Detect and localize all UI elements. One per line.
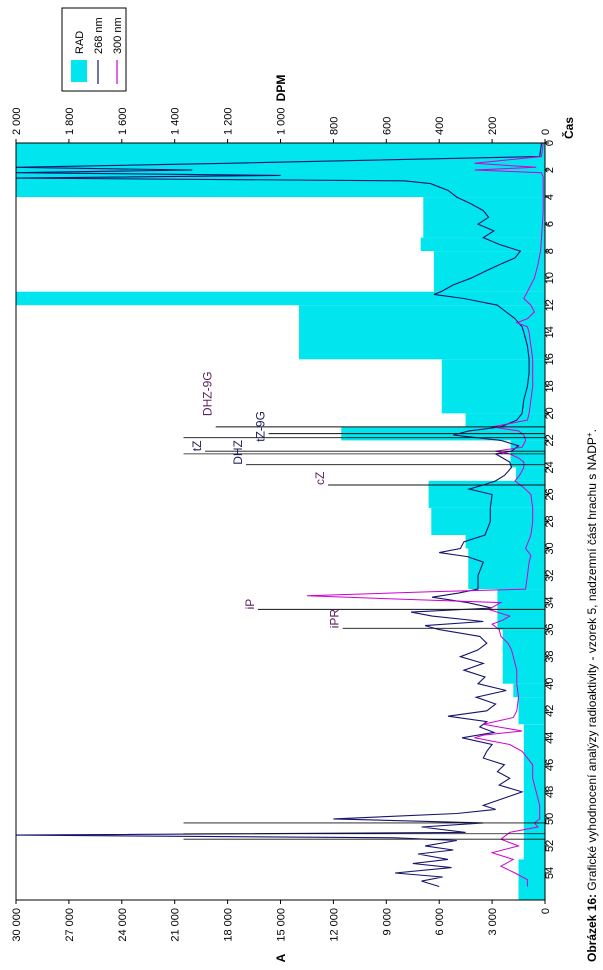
dpm-tick-label-8: 1 600: [117, 107, 129, 135]
dpm-tick-label-0: 0: [540, 129, 552, 135]
axis-layer: 0246810121416182022242628303234363840424…: [11, 75, 576, 963]
dpm-axis-label: DPM: [274, 75, 288, 102]
caption: Obrázek 16: Grafické vyhodnocení analýzy…: [585, 429, 600, 962]
dpm-tick-label-9: 1 800: [64, 107, 76, 135]
time-tick-label-9: 18: [544, 380, 556, 392]
time-tick-label-27: 54: [544, 867, 556, 879]
rad-bar-18: [518, 697, 545, 725]
time-tick-label-0: 0: [544, 140, 556, 146]
caption-superscript: +: [585, 432, 594, 437]
time-tick-label-8: 16: [544, 353, 556, 365]
legend: RAD 268 nm 300 nm: [61, 7, 127, 92]
peak-label-6: iPR: [328, 609, 342, 629]
figure-caption: Obrázek 16: Grafické vyhodnocení analýzy…: [585, 429, 600, 962]
dpm-tick-label-6: 1 200: [223, 107, 235, 135]
time-tick-label-10: 20: [544, 407, 556, 419]
time-tick-label-13: 26: [544, 488, 556, 500]
time-tick-label-19: 38: [544, 651, 556, 663]
caption-label: Obrázek 16:: [585, 894, 599, 962]
time-tick-label-23: 46: [544, 759, 556, 771]
peak-label-0: DHZ-9G: [201, 371, 215, 416]
rad-bar-3: [433, 251, 545, 292]
series-line-268-nm: [15, 142, 543, 888]
rad-bar-13: [465, 535, 545, 549]
peak-label-3: tZ: [190, 441, 204, 452]
time-tick-label-6: 12: [544, 299, 556, 311]
time-tick-label-20: 40: [544, 678, 556, 690]
dpm-tick-label-10: 2 000: [11, 107, 23, 135]
time-tick-label-1: 2: [544, 167, 556, 173]
a-axis-label: A: [274, 953, 288, 962]
dpm-tick-label-5: 1 000: [276, 107, 288, 135]
rad-bar-1: [423, 197, 545, 238]
rad-bar-4: [16, 291, 545, 306]
peak-label-1: tZ-9G: [254, 411, 268, 442]
dpm-tick-label-3: 600: [381, 117, 393, 135]
a-tick-label-7: 21 000: [170, 908, 182, 942]
time-tick-label-2: 4: [544, 194, 556, 200]
legend-label-1: 268 nm: [93, 17, 105, 54]
rad-bar-5: [299, 305, 545, 360]
rad-bar-17: [513, 683, 545, 698]
time-tick-label-22: 44: [544, 732, 556, 744]
a-tick-label-5: 15 000: [276, 908, 288, 942]
time-axis-label: Čas: [561, 117, 576, 139]
a-tick-label-6: 18 000: [223, 908, 235, 942]
time-tick-label-18: 36: [544, 624, 556, 636]
time-tick-label-4: 8: [544, 248, 556, 254]
time-tick-label-3: 6: [544, 221, 556, 227]
caption-end: .: [585, 429, 599, 432]
dpm-tick-label-2: 400: [434, 117, 446, 135]
time-tick-label-16: 32: [544, 569, 556, 581]
dpm-tick-label-7: 1 400: [170, 107, 182, 135]
time-tick-label-12: 24: [544, 461, 556, 473]
rad-bar-0: [16, 143, 545, 198]
time-tick-label-21: 42: [544, 705, 556, 717]
dpm-tick-label-1: 200: [487, 117, 499, 135]
legend-swatch-0: [71, 60, 87, 82]
legend-label-2: 300 nm: [112, 17, 124, 54]
rad-bar-2: [420, 237, 545, 252]
time-tick-label-24: 48: [544, 786, 556, 798]
a-tick-label-10: 30 000: [11, 908, 23, 942]
time-tick-label-7: 14: [544, 326, 556, 338]
a-tick-label-3: 9 000: [381, 908, 393, 936]
peak-label-4: cZ: [313, 472, 327, 485]
peak-label-2: DHZ: [231, 440, 245, 465]
time-tick-label-11: 22: [544, 434, 556, 446]
series-line-300-nm: [306, 142, 544, 887]
time-tick-label-26: 52: [544, 840, 556, 852]
a-tick-label-4: 12 000: [328, 908, 340, 942]
a-tick-label-9: 27 000: [64, 908, 76, 942]
legend-label-0: RAD: [74, 31, 86, 54]
rad-bar-16: [502, 629, 545, 684]
a-tick-label-8: 24 000: [117, 908, 129, 942]
peak-label-5: iP: [243, 599, 257, 610]
time-tick-label-5: 10: [544, 272, 556, 284]
rad-bar-14: [468, 548, 545, 590]
plot-layer: DHZ-9G tZ-9G DHZ tZ cZ iP iPR: [15, 142, 545, 900]
time-tick-label-14: 28: [544, 515, 556, 527]
time-tick-label-15: 30: [544, 542, 556, 554]
a-tick-label-2: 6 000: [434, 908, 446, 936]
a-tick-label-1: 3 000: [487, 908, 499, 936]
caption-text: Grafické vyhodnocení analýzy radioaktivi…: [585, 437, 599, 894]
time-tick-label-25: 50: [544, 813, 556, 825]
dpm-tick-label-4: 800: [328, 117, 340, 135]
a-tick-label-0: 0: [540, 908, 552, 914]
rad-bar-10: [515, 467, 545, 481]
rad-bar-19: [523, 724, 545, 860]
time-tick-label-17: 34: [544, 596, 556, 608]
rad-bar-12: [431, 508, 545, 535]
rad-bar-20: [518, 859, 545, 900]
rad-bar-7: [465, 413, 545, 427]
